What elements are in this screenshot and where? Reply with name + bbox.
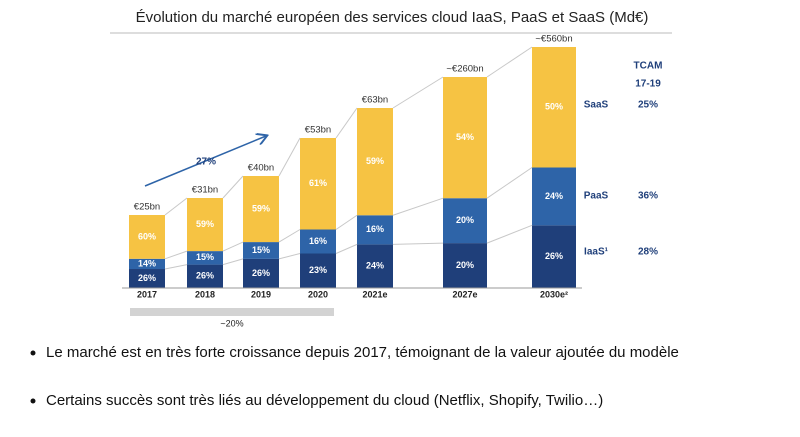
x-tick-label: 2018 bbox=[195, 289, 215, 299]
trend-line bbox=[392, 197, 444, 216]
bullet-dot bbox=[30, 350, 36, 356]
trend-line bbox=[278, 253, 301, 260]
bar-segment bbox=[300, 229, 336, 254]
trend-line bbox=[335, 107, 358, 139]
trend-line bbox=[164, 250, 188, 260]
segment-label: 59% bbox=[366, 156, 384, 166]
segment-label: 60% bbox=[138, 231, 156, 241]
bar-segment bbox=[300, 253, 336, 288]
trend-line bbox=[222, 175, 244, 199]
x-tick-label: 2019 bbox=[251, 289, 271, 299]
segment-label: 15% bbox=[196, 252, 214, 262]
segment-label: 24% bbox=[545, 191, 563, 201]
period-bar bbox=[130, 308, 334, 316]
x-tick-label: 2021e bbox=[362, 289, 387, 299]
bar-segment bbox=[187, 198, 223, 252]
bullet-dot bbox=[30, 398, 36, 404]
trend-line bbox=[486, 167, 533, 199]
chart-title: Évolution du marché européen des service… bbox=[136, 9, 649, 26]
total-label: €63bn bbox=[362, 95, 388, 106]
segment-label: 26% bbox=[545, 251, 563, 261]
segment-label: 23% bbox=[309, 265, 327, 275]
bar-segment bbox=[357, 244, 393, 288]
bar-segment bbox=[532, 225, 576, 288]
segment-label: 20% bbox=[456, 215, 474, 225]
segment-label: 16% bbox=[366, 224, 384, 234]
trend-line bbox=[164, 197, 188, 216]
segment-label: 15% bbox=[252, 245, 270, 255]
bar-segment bbox=[187, 264, 223, 288]
trend-line bbox=[222, 241, 244, 252]
trend-line bbox=[392, 76, 444, 109]
bar-segment bbox=[357, 215, 393, 245]
growth-annotation: 27% bbox=[196, 157, 216, 168]
bar-segment bbox=[443, 243, 487, 288]
segment-label: 59% bbox=[196, 219, 214, 229]
segment-label: 14% bbox=[138, 258, 156, 268]
trend-line bbox=[335, 214, 358, 230]
bar-segment bbox=[357, 108, 393, 216]
bar-segment bbox=[129, 215, 165, 259]
segment-label: 26% bbox=[196, 271, 214, 281]
x-tick-label: 2017 bbox=[137, 289, 157, 299]
trend-line bbox=[335, 243, 358, 254]
bar-segment bbox=[443, 77, 487, 199]
segment-label: 16% bbox=[309, 236, 327, 246]
segment-label: 59% bbox=[252, 203, 270, 213]
segment-label: 61% bbox=[309, 178, 327, 188]
segment-label: 26% bbox=[252, 268, 270, 278]
trend-line bbox=[164, 264, 188, 270]
total-label: €53bn bbox=[305, 125, 331, 136]
x-tick-label: 2030e² bbox=[540, 289, 568, 299]
trend-line bbox=[392, 242, 444, 245]
segment-label: 24% bbox=[366, 261, 384, 271]
x-tick-label: 2027e bbox=[452, 289, 477, 299]
total-label: €40bn bbox=[248, 163, 274, 174]
total-label: €25bn bbox=[134, 202, 160, 213]
bar-segment bbox=[243, 242, 279, 259]
legend-label: SaaS bbox=[584, 100, 609, 111]
segment-label: 20% bbox=[456, 260, 474, 270]
legend-label: PaaS bbox=[584, 191, 609, 202]
trend-line bbox=[486, 46, 533, 78]
trend-line bbox=[278, 229, 301, 243]
segment-label: 26% bbox=[138, 273, 156, 283]
bar-segment bbox=[187, 251, 223, 265]
cagr-header: TCAM bbox=[634, 61, 663, 72]
bullet-text: Certains succès sont très liés au dévelo… bbox=[46, 392, 603, 409]
bar-segment bbox=[129, 258, 165, 270]
segment-label: 54% bbox=[456, 132, 474, 142]
bar-segment bbox=[532, 47, 576, 168]
cagr-label: 36% bbox=[638, 191, 658, 202]
period-annotation: ~20% bbox=[220, 318, 243, 328]
bar-segment bbox=[300, 138, 336, 230]
total-label: ~€560bn bbox=[535, 34, 572, 45]
bar-segment bbox=[243, 176, 279, 243]
total-label: €31bn bbox=[192, 185, 218, 196]
legend-label: IaaS¹ bbox=[584, 247, 609, 258]
x-tick-label: 2020 bbox=[308, 289, 328, 299]
cagr-label: 25% bbox=[638, 100, 658, 111]
segment-label: 50% bbox=[545, 102, 563, 112]
total-label: ~€260bn bbox=[446, 64, 483, 75]
bullet-text: Le marché est en très forte croissance d… bbox=[46, 344, 679, 361]
bar-segment bbox=[532, 167, 576, 226]
growth-arrow bbox=[144, 136, 266, 187]
trend-line bbox=[486, 224, 533, 244]
bar-segment bbox=[129, 269, 165, 288]
cagr-period: 17-19 bbox=[635, 79, 661, 90]
cagr-label: 28% bbox=[638, 247, 658, 258]
trend-line bbox=[278, 137, 301, 177]
bar-segment bbox=[443, 198, 487, 244]
trend-line bbox=[222, 258, 244, 266]
bar-segment bbox=[243, 258, 279, 288]
